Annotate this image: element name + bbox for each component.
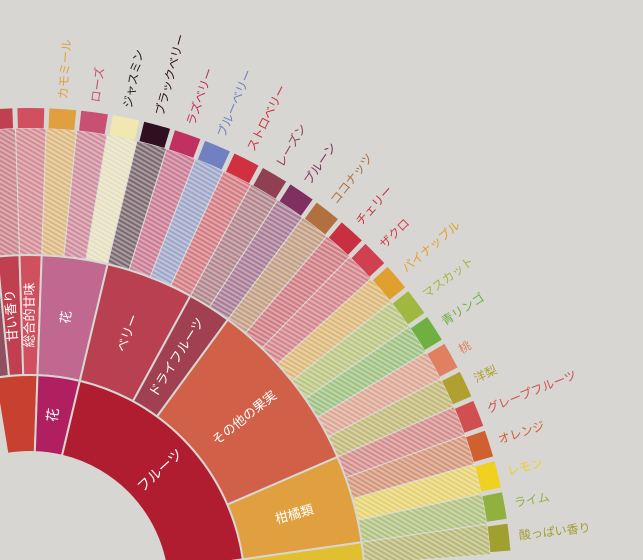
leaf-cap [475, 461, 501, 492]
leaf-cap [454, 400, 484, 433]
leaf-stripes [305, 326, 427, 418]
leaf-cap [48, 108, 77, 131]
leaf-cap [427, 343, 458, 377]
leaf-stripes [129, 148, 196, 278]
leaf-stripes [261, 256, 372, 365]
leaf-cap [17, 108, 45, 129]
leaf-stripes [317, 352, 441, 437]
subcategory-label: 甘い香り [3, 289, 21, 342]
leaf-cap [279, 184, 313, 216]
leaf-stripes [227, 217, 327, 334]
leaf-stripes [357, 493, 488, 543]
leaf-cap [328, 222, 362, 255]
leaf-cap [0, 108, 14, 129]
leaf-cap [410, 316, 442, 350]
leaf-cap [225, 153, 259, 184]
leaf-cap [487, 523, 511, 553]
leaf-stripes [277, 278, 392, 382]
leaf-stripes [327, 378, 455, 457]
leaf-cap [482, 492, 507, 522]
leaf-stripes [170, 170, 252, 296]
leaf-stripes [63, 130, 108, 260]
leaf-stripes [291, 301, 410, 399]
leaf-stripes [107, 140, 167, 270]
leaf-cap [253, 168, 287, 199]
subcategory-label: 紅茶 [0, 303, 3, 331]
leaf-stripes [41, 128, 77, 257]
subcategory-label: 花 [58, 310, 76, 325]
leaf-stripes [15, 127, 47, 256]
leaf-stripes [345, 435, 475, 499]
category [0, 374, 39, 456]
leaf-cap [168, 130, 201, 158]
leaf-cap [197, 140, 230, 170]
leaf-stripes [0, 128, 20, 257]
leaf-stripes [337, 406, 466, 478]
leaf-cap [79, 110, 108, 135]
leaf-cap [442, 371, 472, 405]
leaf-stripes [150, 158, 224, 286]
leaf-stripes [352, 464, 482, 521]
leaf-stripes [209, 199, 303, 320]
subcategory-label: 総合的甘味 [22, 282, 38, 347]
leaf-cap [372, 266, 406, 300]
leaf-cap [351, 243, 385, 277]
category-label: 花 [45, 407, 63, 423]
leaf-cap [392, 291, 425, 325]
leaf-stripes [190, 184, 278, 308]
leaf-cap [466, 430, 494, 462]
subcategory [241, 541, 365, 560]
leaf-label: カモミール [56, 39, 74, 100]
leaf-cap [139, 121, 171, 148]
leaf-cap [304, 202, 338, 235]
leaf-stripes [245, 236, 350, 349]
leaf-cap [109, 115, 140, 141]
leaf-stripes [85, 134, 138, 265]
leaf-label: ローズ [87, 66, 107, 103]
category [60, 379, 244, 560]
leaf-stripes [361, 524, 491, 560]
leaf-label: ライム [513, 490, 551, 510]
